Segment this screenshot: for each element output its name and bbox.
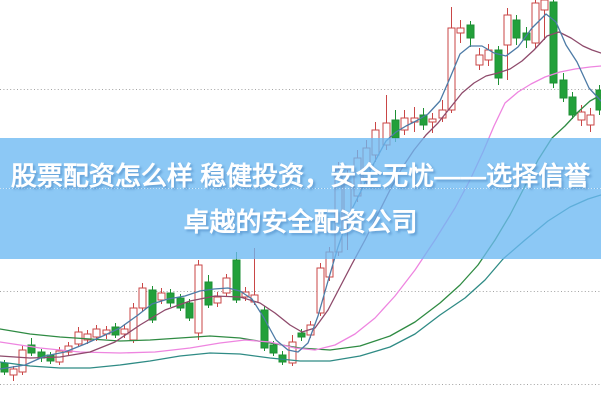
candle-down bbox=[559, 79, 568, 99]
candle-up bbox=[447, 27, 456, 111]
banner-title-line2: 卓越的安全配资公司 bbox=[183, 206, 418, 237]
candle-up bbox=[475, 54, 484, 66]
candle-up bbox=[540, 0, 549, 11]
candle-up bbox=[138, 287, 147, 309]
candle-up bbox=[120, 328, 129, 335]
candle-down bbox=[111, 326, 120, 336]
candle-down bbox=[232, 259, 241, 301]
candle-down bbox=[549, 1, 558, 84]
candle-up bbox=[400, 117, 409, 131]
candle-up bbox=[157, 292, 166, 301]
banner-title-line1: 股票配资怎么样 稳健投资，安全无忧——选择信誉 bbox=[10, 160, 591, 191]
candle-up bbox=[213, 296, 222, 304]
candle-down bbox=[269, 344, 278, 354]
promo-banner: 股票配资怎么样 稳健投资，安全无忧——选择信誉 卓越的安全配资公司 bbox=[0, 138, 601, 259]
candle-down bbox=[568, 96, 577, 116]
candle-down bbox=[260, 309, 269, 349]
candle-up bbox=[503, 14, 512, 46]
candle-down bbox=[595, 89, 601, 111]
candle-up bbox=[83, 333, 92, 341]
candle-down bbox=[297, 332, 306, 338]
candle-up bbox=[18, 349, 27, 373]
candle-up bbox=[531, 2, 540, 44]
candle-up bbox=[456, 27, 465, 34]
candle-up bbox=[92, 328, 101, 338]
candle-up bbox=[129, 307, 138, 341]
candle-down bbox=[494, 49, 503, 79]
gridline-over-banner bbox=[0, 188, 601, 189]
candle-up bbox=[428, 118, 437, 123]
candle-down bbox=[27, 344, 36, 354]
candle-up bbox=[577, 111, 586, 121]
candle-up bbox=[586, 114, 595, 126]
candle-down bbox=[148, 289, 157, 321]
candle-up bbox=[9, 368, 18, 376]
candle-down bbox=[204, 281, 213, 306]
candle-up bbox=[316, 267, 325, 314]
ma-pink bbox=[0, 65, 601, 354]
candle-down bbox=[185, 302, 194, 319]
candle-down bbox=[512, 19, 521, 39]
candle-down bbox=[466, 24, 475, 39]
candle-up bbox=[222, 277, 231, 294]
candle-down bbox=[419, 114, 428, 126]
candle-up bbox=[288, 341, 297, 364]
